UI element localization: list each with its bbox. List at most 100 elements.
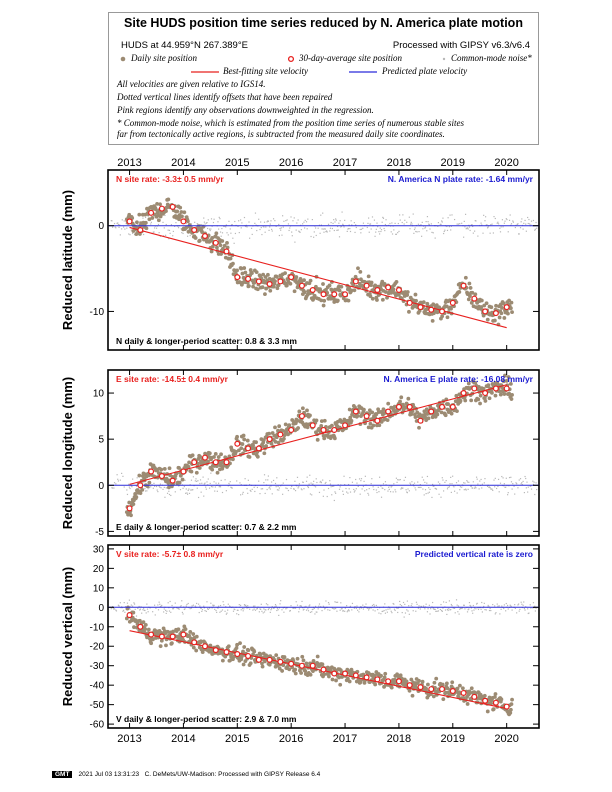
daily-position — [463, 275, 468, 280]
daily-position — [315, 654, 320, 659]
cmn-point — [279, 603, 281, 605]
avg-position — [277, 431, 284, 438]
cmn-point — [488, 486, 490, 488]
cmn-point — [406, 609, 408, 611]
daily-position — [314, 418, 319, 423]
cmn-point — [347, 228, 350, 230]
cmn-point — [244, 478, 246, 480]
cmn-point — [154, 614, 156, 616]
cmn-point — [434, 487, 436, 490]
daily-position — [147, 217, 152, 222]
daily-position — [352, 288, 357, 293]
cmn-point — [212, 486, 214, 488]
cmn-point — [452, 607, 454, 609]
daily-position — [308, 278, 313, 283]
cmn-point — [530, 488, 533, 490]
cmn-point — [393, 608, 396, 610]
cmn-point — [238, 231, 240, 234]
footer-timestamp: 2021 Jul 03 13:31:23 — [78, 771, 140, 778]
daily-position — [441, 697, 446, 702]
cmn-point — [384, 603, 386, 605]
cmn-point — [245, 606, 248, 608]
cmn-point — [170, 494, 172, 497]
cmn-point — [461, 607, 463, 609]
cmn-point — [177, 225, 179, 227]
avg-position — [191, 459, 198, 466]
cmn-point — [271, 228, 273, 230]
daily-position — [300, 654, 305, 659]
daily-position — [356, 266, 360, 271]
cmn-point — [468, 608, 470, 610]
cmn-point — [270, 485, 272, 487]
cmn-point — [168, 229, 171, 232]
cmn-point — [368, 494, 370, 496]
avg-position — [223, 649, 230, 656]
cmn-point — [441, 609, 443, 612]
cmn-point — [380, 230, 382, 233]
cmn-point — [150, 221, 152, 223]
cmn-point — [489, 607, 491, 610]
cmn-point — [311, 608, 313, 611]
cmn-point — [506, 604, 509, 607]
cmn-point — [175, 222, 177, 224]
cmn-point — [333, 485, 335, 487]
cmn-point — [358, 478, 361, 480]
daily-position — [379, 673, 383, 678]
daily-position — [431, 694, 436, 699]
cmn-point — [397, 222, 399, 225]
avg-position — [385, 678, 392, 685]
cmn-point — [218, 216, 220, 218]
cmn-point — [522, 480, 524, 483]
cmn-point — [261, 488, 264, 490]
cmn-point — [510, 605, 512, 607]
cmn-point — [497, 221, 499, 223]
cmn-point — [520, 483, 522, 485]
daily-position — [260, 661, 264, 666]
cmn-point — [508, 219, 511, 221]
cmn-point — [377, 608, 379, 611]
avg-position — [482, 308, 489, 315]
avg-position — [191, 639, 198, 646]
daily-position — [440, 314, 445, 319]
avg-position — [234, 440, 241, 447]
cmn-point — [348, 224, 350, 226]
cmn-point — [473, 609, 475, 611]
daily-position — [358, 269, 363, 274]
cmn-point — [289, 610, 291, 612]
cmn-point — [270, 609, 272, 611]
cmn-point — [325, 481, 327, 484]
cmn-point — [344, 219, 346, 221]
cmn-point — [117, 480, 120, 482]
cmn-point — [340, 602, 342, 604]
cmn-point — [258, 611, 260, 613]
cmn-point — [346, 230, 348, 232]
cmn-point — [231, 487, 233, 489]
cmn-point — [355, 478, 357, 481]
cmn-point — [144, 490, 147, 492]
cmn-point — [503, 222, 505, 224]
cmn-point — [413, 228, 416, 231]
daily-position — [405, 293, 410, 297]
daily-position — [254, 270, 259, 274]
cmn-point — [510, 223, 513, 225]
cmn-point — [408, 216, 410, 218]
daily-position — [473, 292, 478, 297]
daily-position — [383, 671, 388, 676]
cmn-point — [210, 485, 213, 488]
daily-position — [149, 641, 154, 646]
cmn-point — [335, 492, 337, 494]
daily-position — [166, 197, 171, 202]
cmn-point — [217, 607, 219, 609]
daily-position — [295, 418, 300, 423]
daily-position — [425, 301, 430, 306]
cmn-point — [503, 483, 505, 485]
cmn-point — [480, 222, 482, 224]
cmn-point — [239, 219, 242, 221]
daily-position — [473, 380, 478, 385]
daily-position — [301, 658, 306, 663]
daily-position — [454, 393, 459, 398]
cmn-point — [349, 491, 352, 493]
cmn-point — [269, 611, 271, 613]
cmn-point — [437, 610, 440, 612]
